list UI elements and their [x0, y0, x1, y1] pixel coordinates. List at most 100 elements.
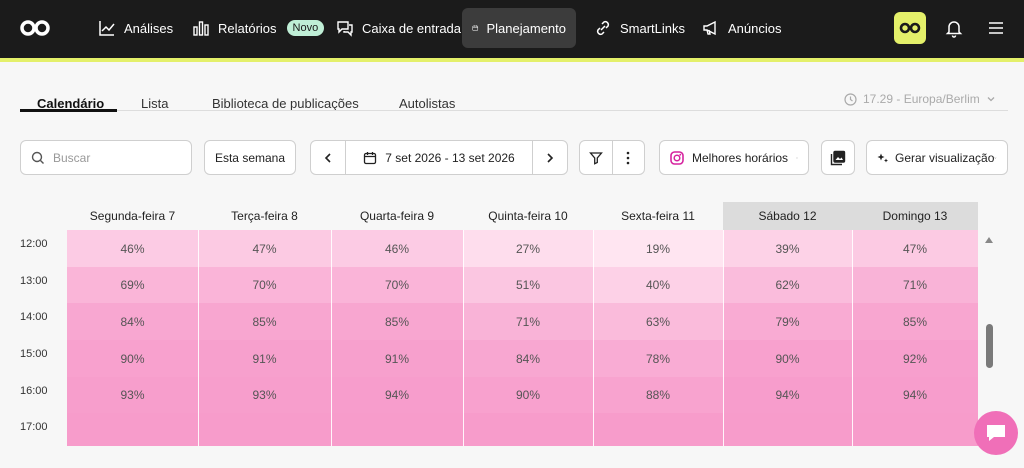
time-label: 17:00 — [20, 421, 48, 433]
nav-smartlinks[interactable]: SmartLinks — [584, 8, 695, 48]
this-week-button[interactable]: Esta semana — [204, 140, 296, 175]
time-slot-cell[interactable]: 93% — [67, 377, 198, 413]
day-header: Sexta-feira 11 — [621, 209, 695, 223]
time-slot-cell[interactable]: 51% — [463, 267, 593, 303]
time-slot-cell[interactable]: 84% — [67, 303, 198, 340]
next-week-button[interactable] — [533, 141, 567, 174]
nav-anuncios[interactable]: Anúncios — [692, 8, 791, 48]
day-header: Domingo 13 — [852, 202, 978, 230]
scroll-up-arrow-icon[interactable] — [984, 236, 994, 244]
time-slot-cell[interactable] — [593, 413, 723, 446]
logo-icon[interactable] — [20, 18, 50, 38]
column-divider — [852, 230, 853, 446]
instagram-icon — [670, 150, 684, 165]
generate-view-dropdown[interactable]: Gerar visualização — [866, 140, 1008, 175]
time-slot-cell[interactable]: 88% — [593, 377, 723, 413]
best-times-label: Melhores horários — [692, 150, 789, 165]
timezone-label: 17.29 - Europa/Berlim — [863, 92, 980, 106]
time-slot-cell[interactable]: 90% — [67, 340, 198, 377]
time-slot-cell[interactable] — [723, 413, 852, 446]
new-badge: Novo — [286, 20, 325, 36]
time-label: 14:00 — [20, 311, 48, 323]
time-slot-cell[interactable]: 70% — [331, 267, 463, 303]
time-slot-cell[interactable]: 92% — [852, 340, 978, 377]
time-slot-cell[interactable] — [67, 413, 198, 446]
time-slot-cell[interactable]: 94% — [852, 377, 978, 413]
nav-relatorios[interactable]: Relatórios Novo — [182, 8, 334, 48]
more-vertical-icon — [626, 151, 630, 164]
time-slot-cell[interactable]: 27% — [463, 230, 593, 267]
previous-week-button[interactable] — [311, 141, 345, 174]
nav-label: Planejamento — [486, 20, 567, 36]
time-slot-cell[interactable]: 85% — [852, 303, 978, 340]
nav-analises[interactable]: Análises — [88, 8, 183, 48]
time-slot-cell[interactable]: 94% — [331, 377, 463, 413]
time-slot-cell[interactable] — [198, 413, 331, 446]
time-slot-cell[interactable]: 90% — [723, 340, 852, 377]
time-slot-cell[interactable]: 91% — [198, 340, 331, 377]
time-slot-cell[interactable]: 63% — [593, 303, 723, 340]
time-slot-cell[interactable]: 46% — [67, 230, 198, 267]
tab-lista[interactable]: Lista — [141, 96, 169, 111]
search-icon — [31, 151, 44, 164]
time-slot-cell[interactable]: 39% — [723, 230, 852, 267]
time-slot-cell[interactable]: 47% — [852, 230, 978, 267]
date-range-label: 7 set 2026 - 13 set 2026 — [385, 150, 515, 165]
time-slot-cell[interactable]: 85% — [198, 303, 331, 340]
nav-label: Anúncios — [728, 20, 782, 36]
search-input[interactable] — [53, 150, 173, 165]
time-slot-cell[interactable]: 62% — [723, 267, 852, 303]
nav-label: Relatórios — [218, 20, 277, 36]
time-slot-cell[interactable]: 78% — [593, 340, 723, 377]
support-chat-button[interactable] — [974, 411, 1018, 455]
time-slot-cell[interactable]: 71% — [852, 267, 978, 303]
tab-autolistas[interactable]: Autolistas — [399, 96, 456, 111]
sparkle-icon — [877, 153, 888, 162]
time-slot-cell[interactable] — [331, 413, 463, 446]
images-icon — [830, 150, 846, 165]
top-navigation: Análises Relatórios Novo Caixa de entrad… — [0, 0, 1024, 58]
time-slot-cell[interactable]: 91% — [331, 340, 463, 377]
chevron-right-icon — [547, 152, 554, 163]
account-avatar[interactable] — [894, 12, 926, 44]
time-slot-cell[interactable] — [852, 413, 978, 446]
time-slot-cell[interactable]: 71% — [463, 303, 593, 340]
chevron-down-icon — [994, 156, 997, 159]
chevron-down-icon — [796, 157, 798, 158]
best-times-dropdown[interactable]: Melhores horários — [659, 140, 809, 175]
media-library-button[interactable] — [821, 140, 855, 175]
time-slot-cell[interactable]: 93% — [198, 377, 331, 413]
time-slot-cell[interactable]: 79% — [723, 303, 852, 340]
time-slot-cell[interactable]: 85% — [331, 303, 463, 340]
nav-label: Caixa de entrada — [362, 20, 462, 36]
filter-button[interactable] — [580, 141, 612, 174]
column-divider — [593, 230, 594, 446]
time-slot-cell[interactable]: 47% — [198, 230, 331, 267]
time-label: 16:00 — [20, 385, 48, 397]
time-slot-cell[interactable]: 69% — [67, 267, 198, 303]
chevron-left-icon — [324, 152, 331, 163]
time-slot-cell[interactable]: 70% — [198, 267, 331, 303]
time-slot-cell[interactable]: 84% — [463, 340, 593, 377]
time-slot-cell[interactable]: 19% — [593, 230, 723, 267]
tab-calendario[interactable]: Calendário — [37, 96, 105, 111]
chart-line-icon — [99, 21, 115, 36]
more-options-button[interactable] — [612, 141, 644, 174]
scrollbar-thumb[interactable] — [986, 324, 993, 368]
menu-icon[interactable] — [986, 18, 1006, 38]
tab-biblioteca[interactable]: Biblioteca de publicações — [212, 96, 359, 111]
timezone-selector[interactable]: 17.29 - Europa/Berlim — [844, 92, 996, 106]
bell-icon[interactable] — [944, 18, 964, 38]
time-slot-cell[interactable]: 94% — [723, 377, 852, 413]
nav-planejamento[interactable]: Planejamento — [462, 8, 576, 48]
accent-stripe — [0, 58, 1024, 62]
time-slot-cell[interactable]: 40% — [593, 267, 723, 303]
search-box[interactable] — [20, 140, 192, 175]
time-label: 12:00 — [20, 238, 48, 250]
nav-caixa-de-entrada[interactable]: Caixa de entrada — [326, 8, 471, 48]
time-slot-cell[interactable]: 90% — [463, 377, 593, 413]
date-range-display[interactable]: 7 set 2026 - 13 set 2026 — [346, 151, 532, 165]
time-slot-cell[interactable] — [463, 413, 593, 446]
time-slot-cell[interactable]: 46% — [331, 230, 463, 267]
chat-icon — [987, 425, 1005, 441]
